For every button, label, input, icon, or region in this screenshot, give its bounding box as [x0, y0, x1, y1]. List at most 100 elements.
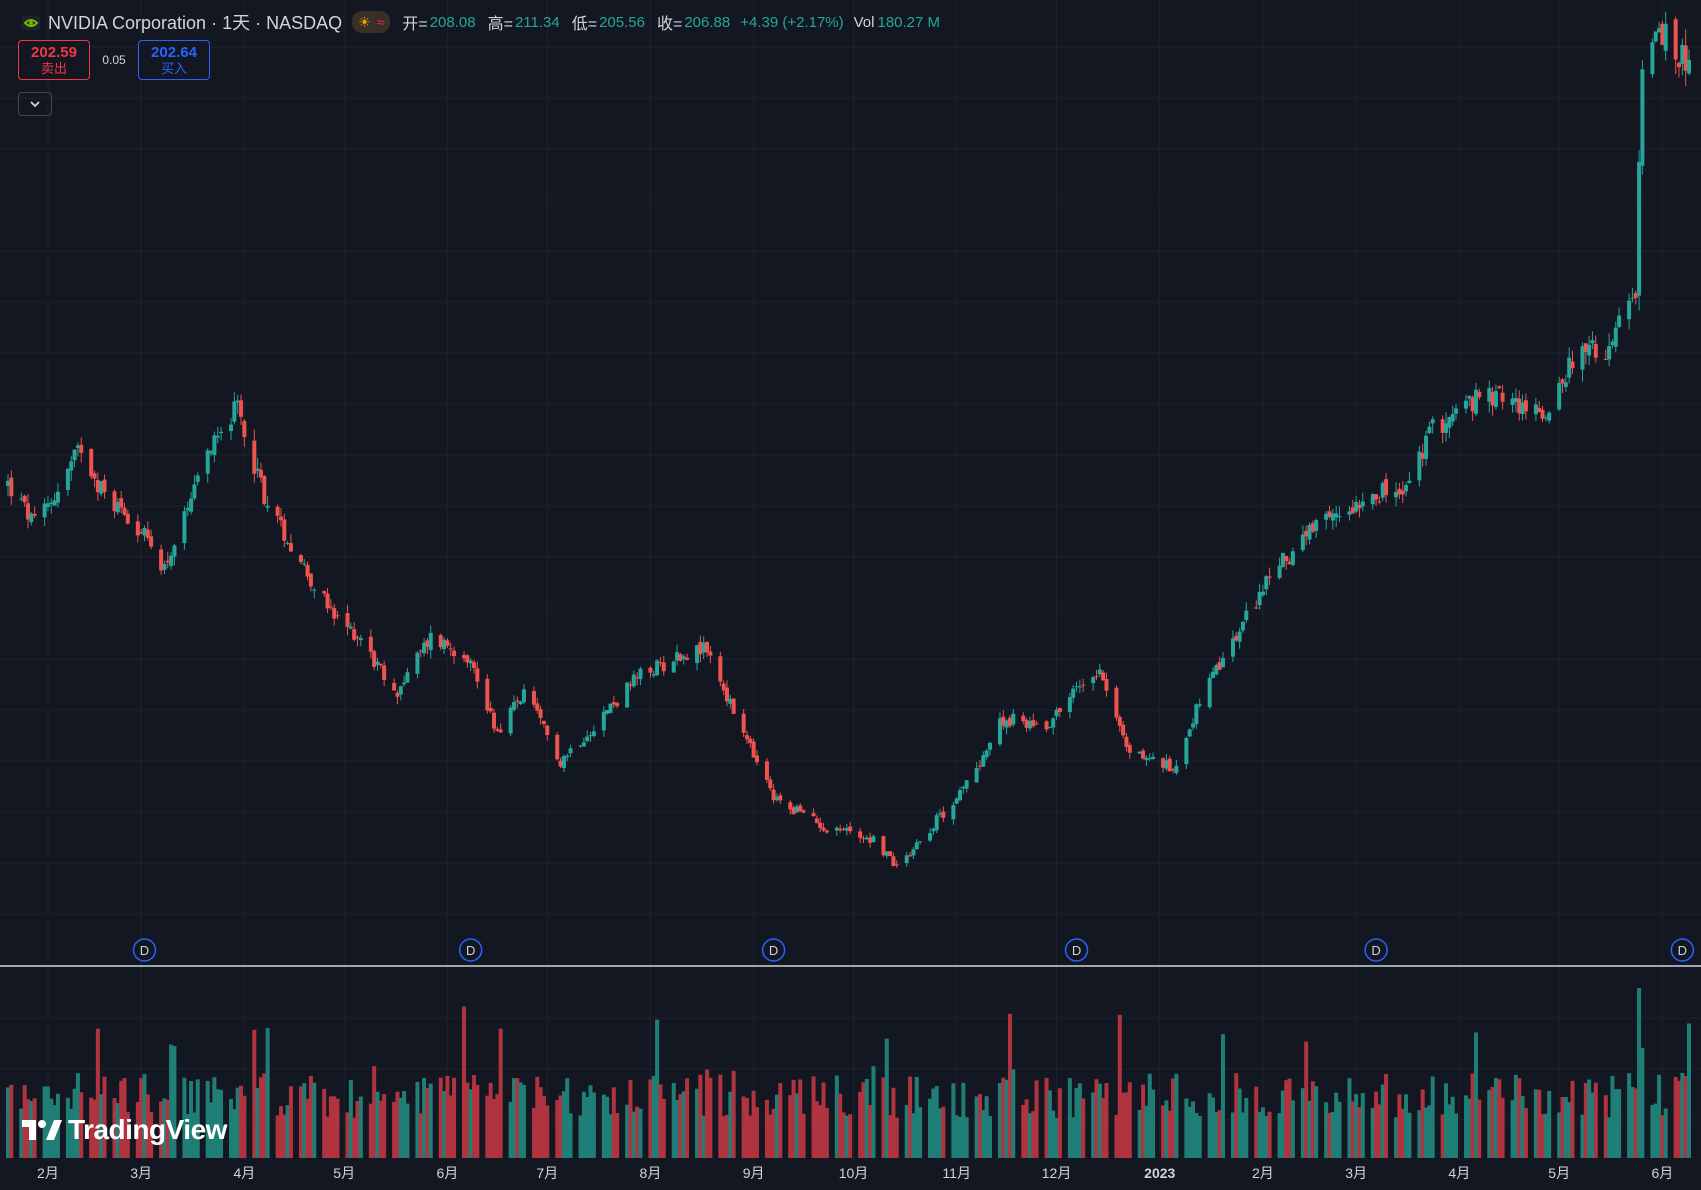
candle — [1610, 339, 1615, 349]
volume-bar — [1164, 1100, 1169, 1158]
candle — [219, 426, 224, 441]
candle — [252, 429, 257, 483]
dividend-marker[interactable]: D — [1670, 938, 1695, 962]
buy-button[interactable]: 202.64 买入 — [138, 40, 210, 80]
candle — [325, 587, 330, 614]
volume-bar — [1463, 1095, 1468, 1158]
candle — [545, 724, 550, 741]
symbol-title[interactable]: NVIDIA Corporation · 1天 · NASDAQ — [48, 13, 343, 33]
candle — [149, 529, 154, 550]
candle — [1467, 395, 1472, 407]
volume-bar — [302, 1083, 307, 1158]
volume-bar — [638, 1108, 643, 1158]
volume-bar — [1444, 1083, 1449, 1158]
volume-bar — [981, 1110, 986, 1158]
dividend-marker[interactable]: D — [1364, 938, 1388, 962]
volume-bar — [1610, 1075, 1615, 1158]
candle — [768, 776, 773, 792]
candle — [9, 470, 14, 505]
volume-bar — [1430, 1076, 1435, 1158]
volume-bar — [262, 1073, 267, 1158]
volume-bar — [708, 1077, 713, 1158]
sell-label: 卖出 — [40, 61, 67, 76]
candle — [52, 493, 57, 506]
candle — [1394, 482, 1399, 507]
candle — [1630, 287, 1635, 303]
dividend-marker-label: D — [140, 943, 149, 958]
volume-bar — [1264, 1115, 1269, 1158]
dividend-marker[interactable]: D — [132, 938, 157, 962]
candle — [914, 838, 919, 850]
candle — [1374, 493, 1379, 506]
time-axis[interactable]: 2月 3月 4月 5月 6月 7月 8月 9月 10月 11月 12月 2023 2月 3月 4月 5月 6月 — [37, 1165, 1673, 1181]
volume-bar — [1021, 1104, 1026, 1158]
candle — [1657, 21, 1662, 34]
sell-button[interactable]: 202.59 卖出 — [18, 40, 90, 80]
volume-bar — [282, 1114, 287, 1158]
volume-bar — [1400, 1108, 1405, 1158]
volume-bar — [771, 1108, 776, 1158]
volume-bar — [125, 1112, 130, 1158]
candle — [1370, 493, 1375, 510]
candle — [1280, 552, 1285, 569]
candle — [894, 860, 899, 868]
collapse-legend-button[interactable] — [18, 92, 52, 116]
candle — [675, 644, 680, 666]
volume-bar — [1101, 1098, 1106, 1158]
volume-bar — [611, 1087, 616, 1158]
volume-bar — [555, 1100, 560, 1158]
volume-bar — [578, 1115, 583, 1158]
candle — [1287, 558, 1292, 565]
candle — [395, 690, 400, 705]
candle — [1117, 714, 1122, 732]
volume-bar — [1284, 1080, 1289, 1158]
volume-bar — [871, 1066, 876, 1158]
volume-bar — [239, 1085, 244, 1158]
candle — [262, 474, 267, 506]
close-label: 收= — [656, 16, 683, 33]
candle — [1473, 382, 1478, 416]
dividend-marker[interactable]: D — [761, 938, 786, 962]
volume-bar — [774, 1094, 779, 1158]
candle — [345, 604, 350, 636]
candle — [1210, 667, 1215, 679]
candle — [984, 749, 989, 760]
candle — [888, 850, 893, 857]
volume-bar — [615, 1113, 620, 1158]
candle — [515, 696, 520, 709]
candle — [1580, 342, 1585, 382]
candle — [931, 827, 936, 836]
volume-bar — [149, 1111, 154, 1158]
volume-bar — [1657, 1074, 1662, 1158]
volume-bar — [1167, 1110, 1172, 1158]
candle — [821, 822, 826, 833]
volume-bar — [372, 1066, 377, 1158]
volume-bar — [1121, 1092, 1126, 1158]
candle — [1091, 675, 1096, 691]
candle — [298, 553, 303, 565]
volume-bar — [1290, 1100, 1295, 1158]
candle — [1144, 755, 1149, 766]
dividend-marker[interactable]: D — [458, 938, 483, 962]
volume-bar — [122, 1078, 127, 1158]
market-status-badge[interactable]: ☀ ≈ — [352, 11, 391, 33]
candle — [941, 806, 946, 822]
candle — [1633, 290, 1638, 305]
volume-bar — [438, 1077, 443, 1158]
candle — [1260, 584, 1265, 597]
candle — [1350, 499, 1355, 514]
volume-bar — [1660, 1115, 1665, 1158]
volume-bar — [1490, 1086, 1495, 1158]
candle — [648, 666, 653, 678]
volume-bar — [824, 1107, 829, 1158]
candle — [1487, 380, 1492, 413]
chart-grid — [0, 0, 1701, 1160]
x-tick-label: 2月 — [37, 1165, 59, 1181]
candle — [615, 701, 620, 709]
dividend-marker[interactable]: D — [1064, 938, 1089, 962]
volume-bar — [741, 1096, 746, 1158]
candle — [29, 512, 34, 526]
volume-bar — [558, 1095, 563, 1158]
volume-bar — [541, 1095, 546, 1158]
